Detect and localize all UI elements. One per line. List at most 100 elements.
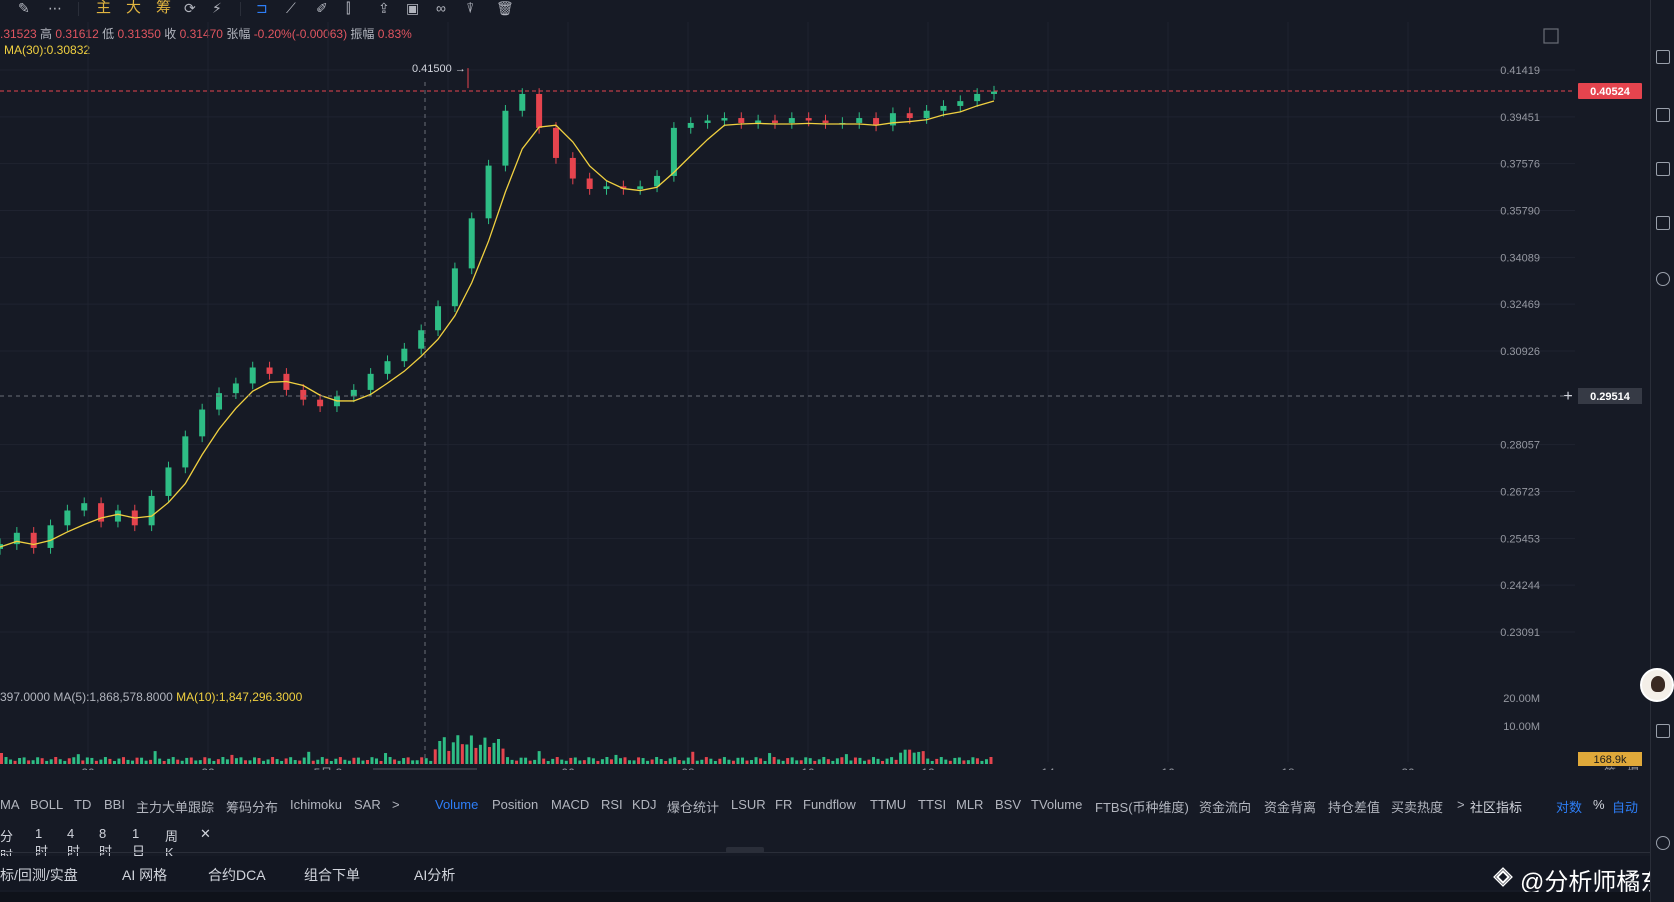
brush-icon[interactable]: ✎ (18, 0, 30, 16)
timeframe-5[interactable]: 周K (165, 829, 179, 860)
indicator-2[interactable]: TD (74, 797, 92, 812)
indicator-1[interactable]: BOLL (30, 797, 64, 812)
indicator-sub-1[interactable]: Position (492, 797, 539, 812)
candle-body (317, 399, 324, 407)
indicator-6[interactable]: Ichimoku (290, 797, 343, 812)
candle-body (300, 389, 307, 400)
indicator-sub-3[interactable]: RSI (601, 797, 623, 812)
refresh-icon[interactable]: ⟳ (184, 0, 196, 16)
export-icon[interactable]: ⇪ (378, 0, 390, 16)
volume-bar (402, 758, 406, 764)
candle-body (974, 93, 981, 102)
close-timeframes-button[interactable]: ✕ (200, 826, 211, 841)
volume-bar (736, 757, 740, 764)
filter-icon[interactable]: ⍒ (466, 0, 475, 16)
bottom-tab-2[interactable]: 合约DCA (208, 867, 266, 883)
ruler-icon[interactable]: ⟋ (286, 0, 296, 16)
volume-bar (664, 760, 668, 764)
indicator-sub-15[interactable]: 资金流向 (1199, 800, 1252, 815)
timeframe-2[interactable]: 4时 (67, 826, 81, 859)
indicator-8[interactable]: > (392, 797, 400, 812)
volume-bar (0, 753, 3, 764)
price-chart[interactable]: 0.41419 0.39451 0.37576 0.35790 0.34089 0.324… (0, 22, 1650, 770)
indicator-sub-18[interactable]: 买卖热度 (1391, 800, 1444, 815)
volume-bar (347, 760, 351, 764)
indicator-sub-2[interactable]: MACD (551, 797, 590, 812)
indicator-3[interactable]: BBI (104, 797, 125, 812)
avatar[interactable] (1640, 668, 1674, 702)
bottom-tab-3[interactable]: 组合下单 (304, 867, 360, 883)
bottom-tab-4[interactable]: AI分析 (414, 867, 456, 883)
volume-bar (352, 757, 356, 764)
trading-tools-tabs: 标/回测/实盘 AI 网格 合约DCA 组合下单 AI分析 (0, 856, 1650, 890)
indicator-0[interactable]: MA (0, 797, 20, 812)
indicator-sub-9[interactable]: TTMU (870, 797, 907, 812)
indicator-sub-17[interactable]: 持仓差值 (1328, 800, 1381, 815)
indicator-sub-14[interactable]: FTBS(币种维度) (1095, 800, 1189, 815)
log-scale-toggle[interactable]: 对数 (1556, 800, 1583, 815)
bookmark-icon[interactable]: ⊐ (256, 0, 268, 16)
community-indicators-link[interactable]: 社区指标 (1470, 800, 1523, 815)
volume-bar (411, 760, 415, 764)
link-icon[interactable]: ∞ (436, 0, 446, 16)
volume-bar (582, 760, 586, 764)
volume-ma10: MA(10):1,847,296.3000 (176, 690, 303, 704)
volume-bar (429, 760, 433, 764)
more-icon[interactable]: ⋯ (48, 0, 62, 16)
trash-icon[interactable]: 🗑 (496, 0, 514, 16)
volume-bar (632, 760, 636, 764)
data-icon[interactable] (1656, 162, 1670, 176)
close-value: 0.31470 (179, 27, 223, 41)
main-force-button[interactable]: 主 (96, 0, 112, 16)
volume-value: 397.0000 (0, 690, 51, 704)
toolbar-divider (240, 2, 241, 16)
indicator-sub-0[interactable]: Volume (435, 797, 479, 812)
indicator-sub-12[interactable]: BSV (995, 797, 1022, 812)
bottom-tab-1[interactable]: AI 网格 (122, 867, 168, 883)
calendar-icon[interactable] (1656, 216, 1670, 230)
indicator-sub-6[interactable]: LSUR (731, 797, 766, 812)
timeframe-1[interactable]: 1时 (35, 826, 49, 859)
panel-resize-handle[interactable] (726, 847, 764, 853)
volume-bar (591, 758, 595, 764)
indicator-sub-16[interactable]: 资金背离 (1264, 800, 1317, 815)
layout-icon[interactable] (1656, 724, 1670, 738)
indicator-sub-10[interactable]: TTSI (918, 797, 947, 812)
volume-bar (135, 757, 139, 764)
chat-icon[interactable] (1656, 836, 1670, 850)
order-icon[interactable] (1656, 272, 1670, 286)
candles-icon[interactable]: ⫿ (346, 0, 351, 16)
volume-bar (984, 759, 988, 764)
magic-icon[interactable]: ⚡ (212, 0, 222, 16)
edit-icon[interactable]: ▣ (406, 0, 420, 16)
candle-body (603, 186, 610, 189)
indicator-sub-11[interactable]: MLR (956, 797, 984, 812)
volume-bar (334, 758, 338, 764)
volume-bar (831, 760, 835, 764)
volume-bar (198, 760, 202, 764)
big-order-button[interactable]: 大 (126, 0, 142, 16)
indicator-sub-8[interactable]: Fundflow (803, 797, 856, 812)
alert-icon[interactable] (1656, 50, 1670, 64)
timeframe-3[interactable]: 8时 (99, 826, 113, 859)
auto-scale-toggle[interactable]: 自动 (1612, 800, 1639, 815)
volume-bar (853, 757, 857, 764)
indicator-sub-5[interactable]: 爆仓统计 (667, 800, 720, 815)
volume-bar (185, 757, 189, 764)
timeframe-4[interactable]: 1日 (132, 826, 146, 859)
indicator-sub-13[interactable]: TVolume (1031, 797, 1083, 812)
indicator-sub-7[interactable]: FR (775, 797, 793, 812)
indicator-4[interactable]: 主力大单跟踪 (136, 800, 215, 815)
indicator-sub-4[interactable]: KDJ (632, 797, 657, 812)
volume-bar (442, 737, 446, 764)
indicator-5[interactable]: 筹码分布 (226, 800, 279, 815)
volume-bar (275, 759, 279, 764)
percent-scale-toggle[interactable]: % (1593, 797, 1605, 812)
chip-button[interactable]: 筹 (156, 0, 172, 16)
pen-icon[interactable]: ✐ (316, 0, 328, 16)
bottom-tab-0[interactable]: 标/回测/实盘 (0, 867, 78, 883)
volume-bar (573, 757, 577, 764)
indicator-7[interactable]: SAR (354, 797, 381, 812)
indicator-sub-19[interactable]: > (1457, 797, 1465, 812)
trend-icon[interactable] (1656, 108, 1670, 122)
